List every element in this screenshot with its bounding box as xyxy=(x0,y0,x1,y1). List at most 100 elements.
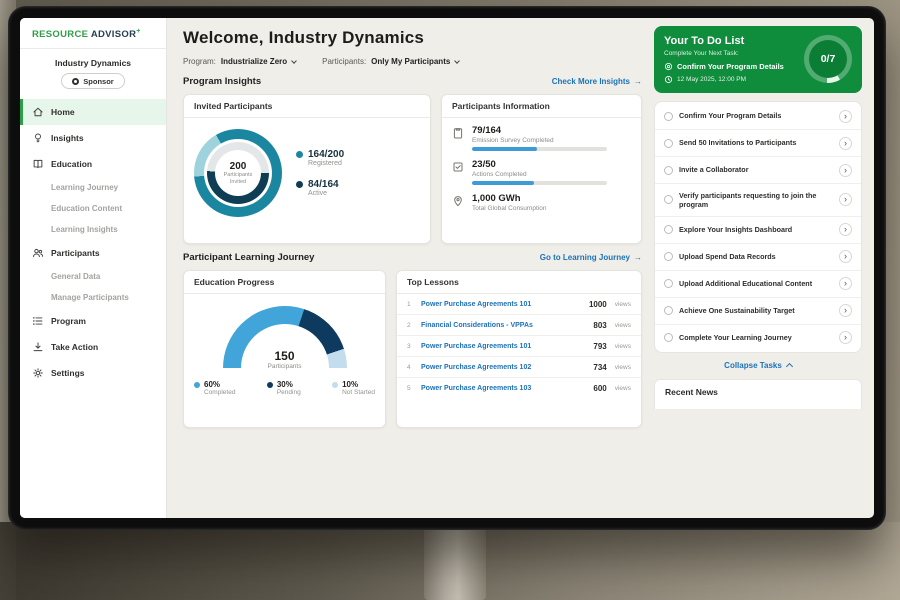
task-chevron-button[interactable]: › xyxy=(839,331,852,345)
learning-journey-title: Participant Learning Journey xyxy=(183,252,315,263)
task-checkbox[interactable] xyxy=(664,195,673,205)
todo-progress-ring: 0/7 xyxy=(804,35,852,83)
learning-journey-section: Participant Learning Journey Go to Learn… xyxy=(183,252,642,428)
legend-item-pending: 30% Pending xyxy=(266,380,301,396)
task-checkbox[interactable] xyxy=(664,306,673,316)
education-progress-card: Education Progress 150 Participants xyxy=(183,270,386,428)
page-title: Welcome, Industry Dynamics xyxy=(183,28,425,47)
list-icon xyxy=(32,315,44,327)
program-filter-label: Program: xyxy=(183,57,216,66)
todo-list-card: Your To Do List Complete Your Next Task:… xyxy=(654,26,862,93)
stat-actions-completed: 23/50 Actions Completed xyxy=(442,152,641,186)
chevron-right-icon: › xyxy=(844,194,847,205)
sidebar-item-take-action[interactable]: Take Action xyxy=(20,334,166,360)
task-chevron-button[interactable]: › xyxy=(839,223,852,237)
sidebar-item-program[interactable]: Program xyxy=(20,308,166,334)
task-row-upload-educational-content[interactable]: Upload Additional Educational Content › xyxy=(655,271,861,298)
top-lessons-title: Top Lessons xyxy=(397,271,641,294)
task-chevron-button[interactable]: › xyxy=(839,193,852,207)
task-row-invite-collaborator[interactable]: Invite a Collaborator › xyxy=(655,157,861,184)
task-checkbox[interactable] xyxy=(664,279,673,289)
legend-item-active: 84/164 Active xyxy=(296,179,344,197)
invited-count: 200 xyxy=(229,160,247,172)
task-row-upload-spend-data[interactable]: Upload Spend Data Records › xyxy=(655,244,861,271)
lesson-link[interactable]: Power Purchase Agreements 102 xyxy=(421,363,532,371)
gauge-center: 150 Participants xyxy=(267,349,302,370)
sidebar-item-learning-journey[interactable]: Learning Journey xyxy=(51,183,119,193)
collapse-tasks-button[interactable]: Collapse Tasks xyxy=(724,361,793,371)
sidebar-item-general-data[interactable]: General Data xyxy=(51,272,101,282)
sidebar-item-label: Insights xyxy=(51,133,84,144)
task-chevron-button[interactable]: › xyxy=(839,136,852,150)
sidebar-item-learning-insights[interactable]: Learning Insights xyxy=(51,225,118,235)
check-more-insights-link[interactable]: Check More Insights → xyxy=(551,77,642,86)
legend-item-completed: 60% Completed xyxy=(194,380,235,396)
sidebar-item-settings[interactable]: Settings xyxy=(20,360,166,386)
task-row-explore-insights[interactable]: Explore Your Insights Dashboard › xyxy=(655,217,861,244)
task-row-confirm-program[interactable]: Confirm Your Program Details › xyxy=(655,103,861,130)
lesson-link[interactable]: Power Purchase Agreements 103 xyxy=(421,384,532,392)
task-row-send-invitations[interactable]: Send 50 Invitations to Participants › xyxy=(655,130,861,157)
invited-card-title: Invited Participants xyxy=(184,95,430,118)
task-checkbox[interactable] xyxy=(664,225,673,235)
task-checkbox[interactable] xyxy=(664,252,673,262)
sidebar-item-education-content[interactable]: Education Content xyxy=(51,204,123,214)
logo-text-secondary: ADVISOR xyxy=(90,29,137,41)
lesson-link[interactable]: Power Purchase Agreements 101 xyxy=(421,342,532,350)
legend-dot xyxy=(194,381,200,388)
info-card-title: Participants Information xyxy=(442,95,641,118)
stat-global-consumption: 1,000 GWh Total Global Consumption xyxy=(442,186,641,216)
chevron-down-icon xyxy=(291,57,297,64)
actions-progress-bar xyxy=(472,181,607,185)
sidebar-item-label: Settings xyxy=(51,368,85,379)
sidebar-item-participants[interactable]: Participants xyxy=(20,240,166,266)
task-checkbox[interactable] xyxy=(664,138,673,148)
main-content: Welcome, Industry Dynamics Program: Indu… xyxy=(167,18,654,518)
task-row-achieve-target[interactable]: Achieve One Sustainability Target › xyxy=(655,298,861,325)
gauge-legend: 60% Completed 30% Pending xyxy=(184,370,385,396)
lesson-link[interactable]: Financial Considerations - VPPAs xyxy=(421,321,533,329)
lesson-link[interactable]: Power Purchase Agreements 101 xyxy=(421,300,532,308)
program-select[interactable]: Industrialize Zero xyxy=(221,57,297,66)
task-checkbox[interactable] xyxy=(664,165,673,175)
sponsor-badge-label: Sponsor xyxy=(83,76,114,86)
sidebar-item-education[interactable]: Education xyxy=(20,151,166,177)
education-card-title: Education Progress xyxy=(184,271,385,294)
todo-next-task[interactable]: Confirm Your Program Details xyxy=(664,62,796,71)
task-chevron-button[interactable]: › xyxy=(839,277,852,291)
task-checkbox[interactable] xyxy=(664,111,673,121)
clipboard-icon xyxy=(452,126,464,139)
chevron-right-icon: › xyxy=(844,164,847,175)
filter-bar: Program: Industrialize Zero Participants… xyxy=(183,57,642,66)
task-chevron-button[interactable]: › xyxy=(839,109,852,123)
task-chevron-button[interactable]: › xyxy=(839,250,852,264)
task-list: Confirm Your Program Details › Send 50 I… xyxy=(654,101,862,353)
legend-dot xyxy=(296,181,303,188)
sponsor-badge[interactable]: Sponsor xyxy=(61,73,125,90)
task-checkbox[interactable] xyxy=(664,333,673,343)
lesson-row: 1 Power Purchase Agreements 101 1000 vie… xyxy=(397,294,641,315)
task-chevron-button[interactable]: › xyxy=(839,163,852,177)
gear-icon xyxy=(32,367,44,379)
monitor-stand xyxy=(424,520,486,600)
chevron-right-icon: › xyxy=(844,110,847,121)
logo-plus: + xyxy=(136,28,141,35)
sidebar-item-insights[interactable]: Insights xyxy=(20,125,166,151)
todo-panel: Your To Do List Complete Your Next Task:… xyxy=(654,18,874,518)
task-chevron-button[interactable]: › xyxy=(839,304,852,318)
target-icon xyxy=(664,62,673,71)
lesson-row: 3 Power Purchase Agreements 101 793 view… xyxy=(397,336,641,357)
legend-dot xyxy=(296,151,303,158)
task-row-complete-learning-journey[interactable]: Complete Your Learning Journey › xyxy=(655,325,861,351)
sidebar-item-manage-participants[interactable]: Manage Participants xyxy=(51,293,129,303)
sidebar-item-home[interactable]: Home xyxy=(20,99,166,126)
participants-information-card: Participants Information 79/164 Emission… xyxy=(441,94,642,244)
go-to-learning-journey-link[interactable]: Go to Learning Journey → xyxy=(539,253,642,262)
legend-item-not-started: 10% Not Started xyxy=(332,380,375,396)
lightbulb-icon xyxy=(32,132,44,144)
home-icon xyxy=(32,106,44,118)
task-row-verify-participants[interactable]: Verify participants requesting to join t… xyxy=(655,184,861,217)
participants-select[interactable]: Only My Participants xyxy=(371,57,461,66)
legend-dot xyxy=(266,381,273,388)
